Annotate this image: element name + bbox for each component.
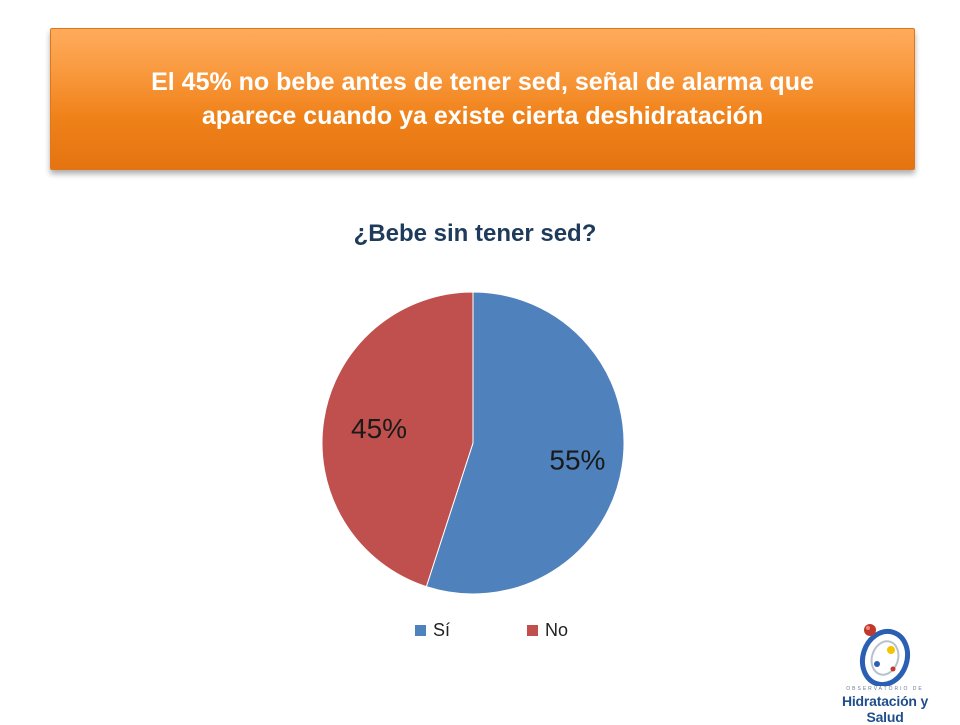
- legend-label-si: Sí: [433, 620, 451, 640]
- pie-label-si: 55%: [549, 445, 605, 476]
- pie-slice-no: [321, 291, 474, 588]
- chart-title: ¿Bebe sin tener sed?: [353, 220, 597, 247]
- legend-item-no: No: [527, 620, 568, 641]
- legend-item-si: Sí: [415, 620, 450, 641]
- chart-legend: Sí No: [0, 620, 960, 644]
- headline-text: El 45% no bebe antes de tener sed, señal…: [151, 67, 814, 131]
- legend-swatch-no: [527, 625, 538, 636]
- logo-subtitle: OBSERVATORIO DE: [846, 686, 924, 692]
- logo-name: Hidratación y Salud: [841, 693, 929, 725]
- headline-banner: El 45% no bebe antes de tener sed, señal…: [50, 28, 915, 170]
- legend-label-no: No: [545, 620, 569, 640]
- legend-swatch-si: [415, 625, 426, 636]
- hydration-logo-icon: [859, 624, 911, 686]
- pie-label-no: 45%: [351, 413, 407, 444]
- observatorio-logo: OBSERVATORIO DE Hidratación y Salud: [825, 622, 945, 725]
- pie-slice-si: [425, 291, 625, 595]
